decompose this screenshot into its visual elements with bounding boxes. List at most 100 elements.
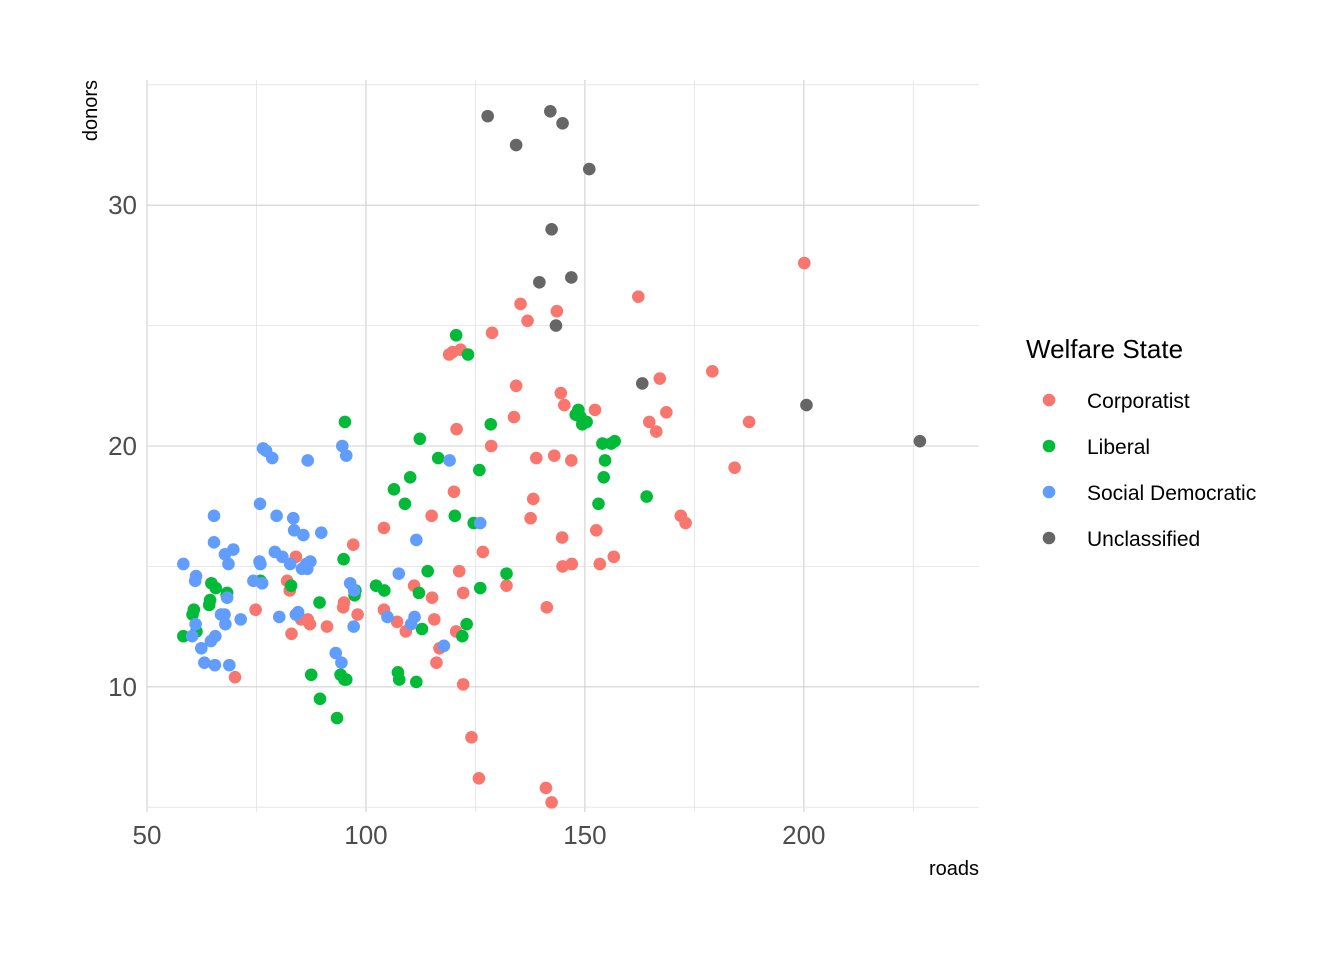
point-corporatist	[452, 564, 466, 578]
point-corporatist	[303, 617, 317, 631]
point-liberal	[330, 711, 344, 725]
point-liberal	[421, 564, 434, 578]
point-liberal	[580, 415, 593, 429]
point-liberal	[410, 675, 423, 689]
point-social-democratic	[392, 567, 406, 580]
point-social-democratic	[339, 449, 353, 462]
point-corporatist	[249, 603, 262, 617]
point-social-democratic	[473, 516, 487, 530]
point-corporatist	[653, 372, 667, 385]
point-social-democratic	[177, 557, 190, 571]
point-corporatist	[456, 678, 470, 691]
point-liberal	[484, 418, 498, 431]
point-social-democratic	[185, 629, 199, 643]
point-corporatist	[514, 297, 527, 311]
point-social-democratic	[223, 658, 236, 672]
grid-lines	[146, 80, 979, 812]
point-liberal	[473, 581, 487, 595]
point-social-democratic	[329, 646, 343, 660]
point-corporatist	[547, 449, 561, 462]
point-liberal	[313, 692, 327, 706]
point-corporatist	[425, 509, 438, 523]
legend-items: Corporatist Liberal Social Democratic Uncla…	[1042, 390, 1256, 551]
point-corporatist	[660, 405, 673, 419]
point-unclassified	[565, 271, 578, 284]
point-social-democratic	[207, 509, 221, 523]
legend-title: Welfare State	[1026, 334, 1183, 364]
point-social-democratic	[335, 656, 348, 670]
point-unclassified	[913, 434, 927, 448]
point-unclassified	[545, 222, 558, 236]
point-corporatist	[285, 627, 298, 641]
legend-label-unclassified: Unclassified	[1087, 528, 1200, 551]
point-liberal	[596, 437, 609, 450]
x-tick-label: 50	[133, 820, 162, 850]
point-social-democratic	[272, 610, 286, 624]
point-social-democratic	[255, 576, 269, 590]
point-corporatist	[540, 601, 554, 614]
point-social-democratic	[314, 526, 328, 539]
point-corporatist	[742, 415, 756, 429]
point-liberal	[387, 483, 401, 496]
point-liberal	[203, 593, 217, 607]
point-corporatist	[642, 415, 656, 429]
point-social-democratic	[347, 584, 361, 597]
point-social-democratic	[253, 497, 267, 511]
point-corporatist	[476, 545, 490, 559]
point-corporatist	[500, 579, 513, 592]
point-corporatist	[588, 403, 602, 417]
point-unclassified	[582, 162, 596, 176]
point-social-democratic	[198, 656, 211, 670]
point-unclassified	[549, 319, 563, 332]
point-liberal	[378, 584, 391, 597]
point-corporatist	[558, 398, 571, 412]
point-corporatist	[450, 422, 463, 436]
legend-label-social-democratic: Social Democratic	[1087, 482, 1256, 505]
point-corporatist	[337, 596, 351, 609]
point-corporatist	[649, 425, 663, 438]
point-social-democratic	[408, 610, 421, 624]
point-liberal	[187, 603, 201, 617]
point-liberal	[500, 567, 513, 580]
point-social-democratic	[283, 557, 297, 571]
point-liberal	[403, 471, 417, 484]
point-social-democratic	[443, 454, 456, 467]
point-corporatist	[545, 796, 558, 809]
y-tick-label: 20	[108, 431, 137, 461]
legend-label-corporatist: Corporatist	[1087, 390, 1190, 413]
point-liberal	[338, 415, 352, 429]
point-corporatist	[425, 591, 439, 604]
legend: Welfare State Corporatist Liberal Social D…	[1026, 334, 1256, 551]
point-unclassified	[533, 275, 546, 289]
point-corporatist	[706, 365, 719, 378]
point-liberal	[592, 497, 605, 511]
x-axis-title: roads	[929, 858, 979, 880]
point-social-democratic	[254, 557, 267, 571]
point-liberal	[398, 497, 412, 511]
point-liberal	[460, 617, 473, 631]
point-corporatist	[507, 410, 521, 424]
point-corporatist	[427, 613, 441, 626]
legend-key-social-democratic	[1042, 485, 1056, 499]
point-unclassified	[556, 117, 569, 130]
point-social-democratic	[304, 555, 317, 568]
point-corporatist	[521, 314, 534, 328]
point-liberal	[392, 673, 406, 686]
point-corporatist	[472, 771, 486, 785]
point-corporatist	[351, 608, 364, 621]
point-corporatist	[565, 454, 578, 467]
point-corporatist	[447, 485, 461, 499]
point-corporatist	[526, 492, 540, 506]
legend-label-liberal: Liberal	[1087, 436, 1150, 459]
point-corporatist	[228, 670, 242, 684]
point-corporatist	[550, 304, 564, 318]
point-corporatist	[485, 326, 499, 340]
point-social-democratic	[381, 610, 394, 624]
point-liberal	[177, 629, 190, 643]
point-liberal	[415, 622, 429, 636]
point-social-democratic	[347, 620, 360, 633]
point-social-democratic	[286, 511, 300, 525]
point-liberal	[339, 673, 353, 686]
legend-key-unclassified	[1042, 531, 1056, 545]
